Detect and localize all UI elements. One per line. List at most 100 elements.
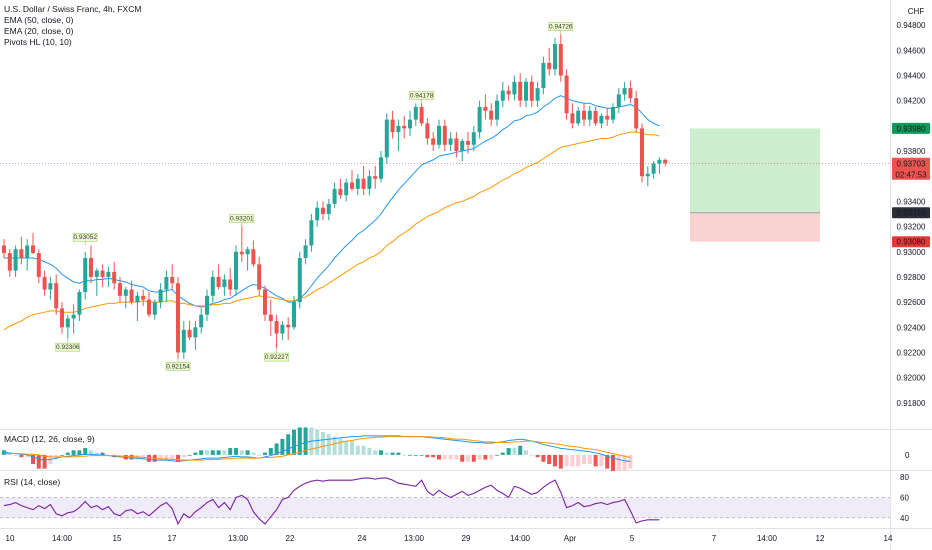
macd-hist-bar <box>147 454 151 462</box>
chart-legend: U.S. Dollar / Swiss Franc, 4h, FXCM EMA … <box>4 4 141 48</box>
candle <box>524 78 528 107</box>
entry-price-tag-bg <box>892 207 930 219</box>
candle-body <box>570 113 575 124</box>
candle-body <box>518 81 523 101</box>
time-tick: 5 <box>630 534 635 543</box>
candle <box>384 113 389 164</box>
candle-body <box>367 176 372 189</box>
macd-hist-bar <box>344 441 349 455</box>
legend-pivots[interactable]: Pivots HL (10, 10) <box>4 37 72 47</box>
pivot-box <box>55 342 81 352</box>
candle-body <box>587 110 592 120</box>
candle <box>582 103 586 126</box>
candle-body <box>634 98 639 129</box>
candle <box>344 178 349 202</box>
candle-body <box>355 178 360 189</box>
macd-hist-bar <box>500 452 505 455</box>
entry-price-tag-text: 0.93310 <box>897 209 926 218</box>
macd-hist-bar <box>65 452 70 455</box>
candle <box>326 198 331 221</box>
candle <box>321 201 325 221</box>
candle <box>100 264 105 288</box>
candle <box>65 314 70 339</box>
target-price-tag-text: 0.93980 <box>897 124 926 133</box>
macd-tick: 0 <box>905 451 910 460</box>
pivot-box <box>548 22 574 31</box>
macd-hist-bar <box>547 454 552 465</box>
candle-body <box>500 90 505 101</box>
candle-body <box>7 253 12 271</box>
macd-hist-bar <box>263 452 267 455</box>
candle-body <box>622 88 627 95</box>
candle <box>547 47 552 76</box>
candle <box>147 292 151 318</box>
rsi-line <box>3 477 660 526</box>
macd-hist-bar <box>158 454 163 460</box>
current-price-tag: 0.93703 02:47:53 <box>892 157 930 180</box>
candle-body <box>210 276 215 296</box>
candle <box>373 166 378 189</box>
currency-label[interactable]: CHF <box>908 7 925 16</box>
pivot-box <box>409 91 434 100</box>
candle-body <box>326 203 331 214</box>
pivot-label: 0.92306 <box>55 339 81 352</box>
candle <box>529 75 534 107</box>
macd-hist-bar <box>576 454 581 467</box>
macd-hist-bar <box>622 454 627 471</box>
candle-body <box>431 138 436 145</box>
macd-hist-bar <box>222 450 227 455</box>
price-tick: 0.92400 <box>897 323 926 332</box>
macd-hist-bar <box>257 454 262 456</box>
pivot-value: 0.92227 <box>265 354 289 361</box>
macd-hist-bar <box>512 448 517 455</box>
time-tick: 14 <box>884 534 893 543</box>
macd-label[interactable]: MACD (12, 26, close, 9) <box>4 434 95 444</box>
candle-body <box>425 123 430 139</box>
legend-ema50[interactable]: EMA (50, close, 0) <box>4 15 74 25</box>
candle-body <box>141 295 146 300</box>
candle <box>315 201 320 227</box>
macd-hist-bar <box>535 454 540 458</box>
pivot-box <box>229 214 255 223</box>
candle <box>13 245 18 277</box>
candle-body <box>245 249 250 255</box>
legend-ema20[interactable]: EMA (20, close, 0) <box>4 26 74 36</box>
candle <box>355 173 360 196</box>
candle <box>54 274 59 315</box>
candle-body <box>147 299 151 315</box>
candle <box>338 178 343 199</box>
macd-hist-bar <box>454 454 459 460</box>
macd-hist-bar <box>25 454 30 458</box>
candle-body <box>83 258 88 293</box>
candle-body <box>239 251 244 255</box>
candle <box>663 158 668 167</box>
price-tick: 0.92200 <box>897 348 926 357</box>
candle-body <box>303 245 308 259</box>
time-tick: 13:00 <box>228 534 249 543</box>
macd-hist-bar <box>564 454 569 467</box>
price-tick: 0.94200 <box>897 97 926 106</box>
candle-body <box>361 178 366 189</box>
candle-body <box>13 249 18 271</box>
candle <box>634 90 639 133</box>
candle-body <box>77 292 82 315</box>
rsi-label[interactable]: RSI (14, close) <box>4 477 61 487</box>
time-tick: 7 <box>712 534 717 543</box>
rsi-tick: 40 <box>900 514 909 523</box>
candle <box>181 321 186 359</box>
macd-hist-bar <box>228 448 233 455</box>
candle <box>628 80 633 104</box>
macd-hist-bar <box>234 448 238 455</box>
candle <box>570 103 575 129</box>
candle <box>657 157 662 174</box>
pivot-value: 0.93201 <box>230 215 254 222</box>
current-price-tag-text: 0.93703 <box>897 159 926 168</box>
macd-hist-bar <box>321 432 325 455</box>
pivot-box <box>264 352 289 362</box>
candle <box>297 251 302 309</box>
macd-hist-bar <box>425 454 430 458</box>
macd-hist-bar <box>402 454 407 456</box>
macd-hist-bar <box>199 450 204 455</box>
candle-body <box>25 245 30 259</box>
